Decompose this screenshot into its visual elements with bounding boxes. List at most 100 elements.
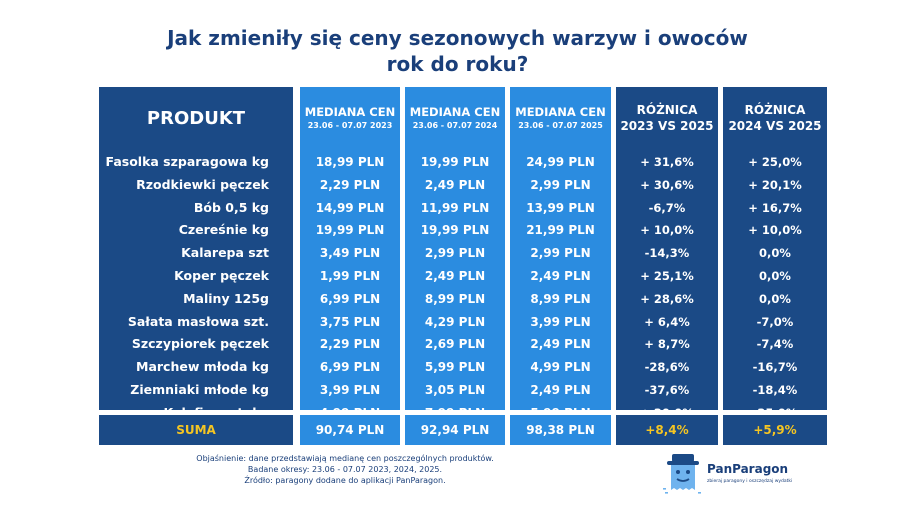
table-cell: 2,99 PLN (530, 246, 591, 261)
table-cell: -16,7% (752, 360, 798, 375)
table-cell: 13,99 PLN (526, 200, 595, 215)
table-cell: -37,6% (644, 382, 690, 397)
table-cell: 0,0% (759, 268, 791, 283)
table-cell: 2,49 PLN (424, 268, 486, 283)
table-cell: 19,99 PLN (315, 223, 385, 238)
table-cell: -18,4% (752, 382, 798, 397)
table-cell: Bób 0,5 kg (193, 199, 269, 215)
table-cell: 2,29 PLN (319, 337, 381, 352)
table-cell: 0,0% (759, 291, 791, 306)
table-cell: -6,7% (648, 200, 686, 215)
mascot-receipt-icon (663, 454, 701, 494)
table-cell: + 10,0% (748, 223, 802, 238)
diff-2024-2025-header: RÓŻNICA 2024 VS 2025 (723, 87, 827, 149)
product-header: PRODUKT (99, 87, 293, 149)
table-cell: 6,99 PLN (319, 291, 381, 306)
median-2023-cells: 18,99 PLN 2,29 PLN 14,99 PLN 19,99 PLN 3,49 … (300, 151, 400, 425)
table-cell: 19,99 PLN (420, 155, 490, 169)
table-cell: Koper pęczek (174, 267, 269, 283)
footnote-line-3: Źródło: paragony dodane do aplikacji Pan… (244, 476, 446, 485)
diff-2024-2025-header-years: 2024 VS 2025 (728, 119, 822, 133)
table-cell: 6,99 PLN (319, 360, 381, 375)
diff-2023-2025-header-label: RÓŻNICA (636, 103, 698, 117)
page-title-line-2: rok do roku? (386, 52, 529, 76)
table-cell: + 6,4% (644, 314, 690, 329)
table-cell: 2,99 PLN (530, 177, 591, 192)
table-cell: 3,49 PLN (319, 246, 381, 261)
median-2023-header-label: MEDIANA CEN (304, 105, 396, 119)
product-header-label: PRODUKT (146, 107, 246, 129)
table-cell: 3,05 PLN (424, 382, 486, 397)
table-cell: 8,99 PLN (424, 291, 486, 306)
sum-label: SUMA (99, 415, 293, 445)
footnote-line-2: Badane okresy: 23.06 - 07.07 2023, 2024,… (247, 465, 443, 474)
table-cell: -28,6% (644, 360, 690, 375)
table-cell: Rzodkiewki pęczek (136, 176, 269, 192)
sum-median-2023: 90,74 PLN (300, 415, 400, 445)
table-cell: 1,99 PLN (319, 268, 381, 283)
table-cell: 4,29 PLN (424, 314, 486, 329)
table-cell: + 31,6% (640, 155, 694, 169)
table-cell: -7,4% (756, 337, 794, 352)
table-cell: -7,0% (756, 314, 794, 329)
product-column: PRODUKT Fasolka szparagowa kg Rzodkiewki … (99, 87, 293, 420)
table-cell: 2,69 PLN (424, 337, 486, 352)
logo-tagline: zbieraj paragony i oszczędzaj wydatki (707, 479, 793, 484)
median-2024-header-label: MEDIANA CEN (409, 105, 501, 119)
table-cell: + 10,0% (640, 223, 694, 238)
table-cell: 0,0% (759, 246, 791, 261)
median-2024-header: MEDIANA CEN 23.06 - 07.07 2024 (405, 87, 505, 149)
table-cell: 24,99 PLN (526, 155, 595, 169)
table-cell: 19,99 PLN (420, 223, 490, 238)
table-cell: + 25,1% (640, 268, 694, 283)
table-cell: Szczypiorek pęczek (131, 336, 269, 352)
page-title: Jak zmieniły się ceny sezonowych warzyw … (167, 26, 748, 50)
product-cells: Fasolka szparagowa kg Rzodkiewki pęczek Bó… (99, 151, 293, 425)
diff-2023-2025-column: RÓŻNICA 2023 VS 2025 + 31,6% + 30,6% -6,7%… (616, 87, 718, 420)
table-cell: Czereśnie kg (178, 222, 269, 238)
table-cell: 2,49 PLN (530, 268, 591, 283)
table-cell: 2,99 PLN (424, 246, 486, 261)
table-cell: Fasolka szparagowa kg (105, 154, 269, 169)
table-cell: 8,99 PLN (530, 291, 591, 306)
median-2025-column: MEDIANA CEN 23.06 - 07.07 2025 24,99 PLN… (510, 87, 611, 420)
panparagon-logo: PanParagon zbieraj paragony i oszczędzaj… (663, 452, 793, 496)
table-cell: 18,99 PLN (315, 155, 385, 169)
table-cell: 5,99 PLN (424, 360, 486, 375)
median-2024-column: MEDIANA CEN 23.06 - 07.07 2024 19,99 PLN… (405, 87, 505, 420)
median-2025-cells: 24,99 PLN 2,99 PLN 13,99 PLN 21,99 PLN 2,99 … (510, 151, 611, 425)
median-2025-header-period: 23.06 - 07.07 2025 (518, 121, 603, 130)
table-cell: 2,49 PLN (530, 337, 591, 352)
sum-median-2024: 92,94 PLN (405, 415, 505, 445)
diff-2024-2025-column: RÓŻNICA 2024 VS 2025 + 25,0% + 20,1% + 16,… (723, 87, 827, 420)
table-cell: Kalarepa szt (181, 245, 269, 261)
median-2025-header: MEDIANA CEN 23.06 - 07.07 2025 (510, 87, 611, 149)
diff-2024-2025-header-label: RÓŻNICA (744, 103, 806, 117)
table-cell: 14,99 PLN (315, 200, 385, 215)
table-cell: 11,99 PLN (420, 200, 490, 215)
median-2024-cells: 19,99 PLN 2,49 PLN 11,99 PLN 19,99 PLN 2,99 … (405, 151, 505, 425)
table-cell: + 20,1% (748, 177, 802, 192)
median-2024-header-period: 23.06 - 07.07 2024 (412, 121, 498, 130)
median-2023-column: MEDIANA CEN 23.06 - 07.07 2023 18,99 PLN… (300, 87, 400, 420)
table-cell: 2,49 PLN (530, 382, 591, 397)
table-cell: 3,99 PLN (319, 382, 381, 397)
table-cell: + 28,6% (640, 291, 694, 306)
diff-2024-2025-cells: + 25,0% + 20,1% + 16,7% + 10,0% 0,0% 0,0% 0,0%… (723, 151, 827, 425)
sum-diff-2024-2025: +5,9% (723, 415, 827, 445)
diff-2023-2025-cells: + 31,6% + 30,6% -6,7% + 10,0% -14,3% + 25,1% +… (616, 151, 718, 425)
table-cell: + 30,6% (640, 177, 694, 192)
table-cell: 21,99 PLN (526, 223, 595, 238)
sum-diff-2023-2025: +8,4% (616, 415, 718, 445)
table-cell: Sałata masłowa szt. (127, 313, 269, 329)
table-cell: Ziemniaki młode kg (130, 381, 269, 397)
median-2023-header: MEDIANA CEN 23.06 - 07.07 2023 (300, 87, 400, 149)
logo-name: PanParagon (707, 462, 789, 476)
table-cell: + 16,7% (748, 200, 802, 215)
median-2023-header-period: 23.06 - 07.07 2023 (307, 121, 393, 130)
table-cell: Marchew młoda kg (136, 359, 269, 375)
table-cell: 3,75 PLN (319, 314, 381, 329)
table-cell: 2,49 PLN (424, 177, 486, 192)
table-cell: Maliny 125g (183, 290, 269, 306)
table-cell: + 25,0% (748, 155, 802, 169)
